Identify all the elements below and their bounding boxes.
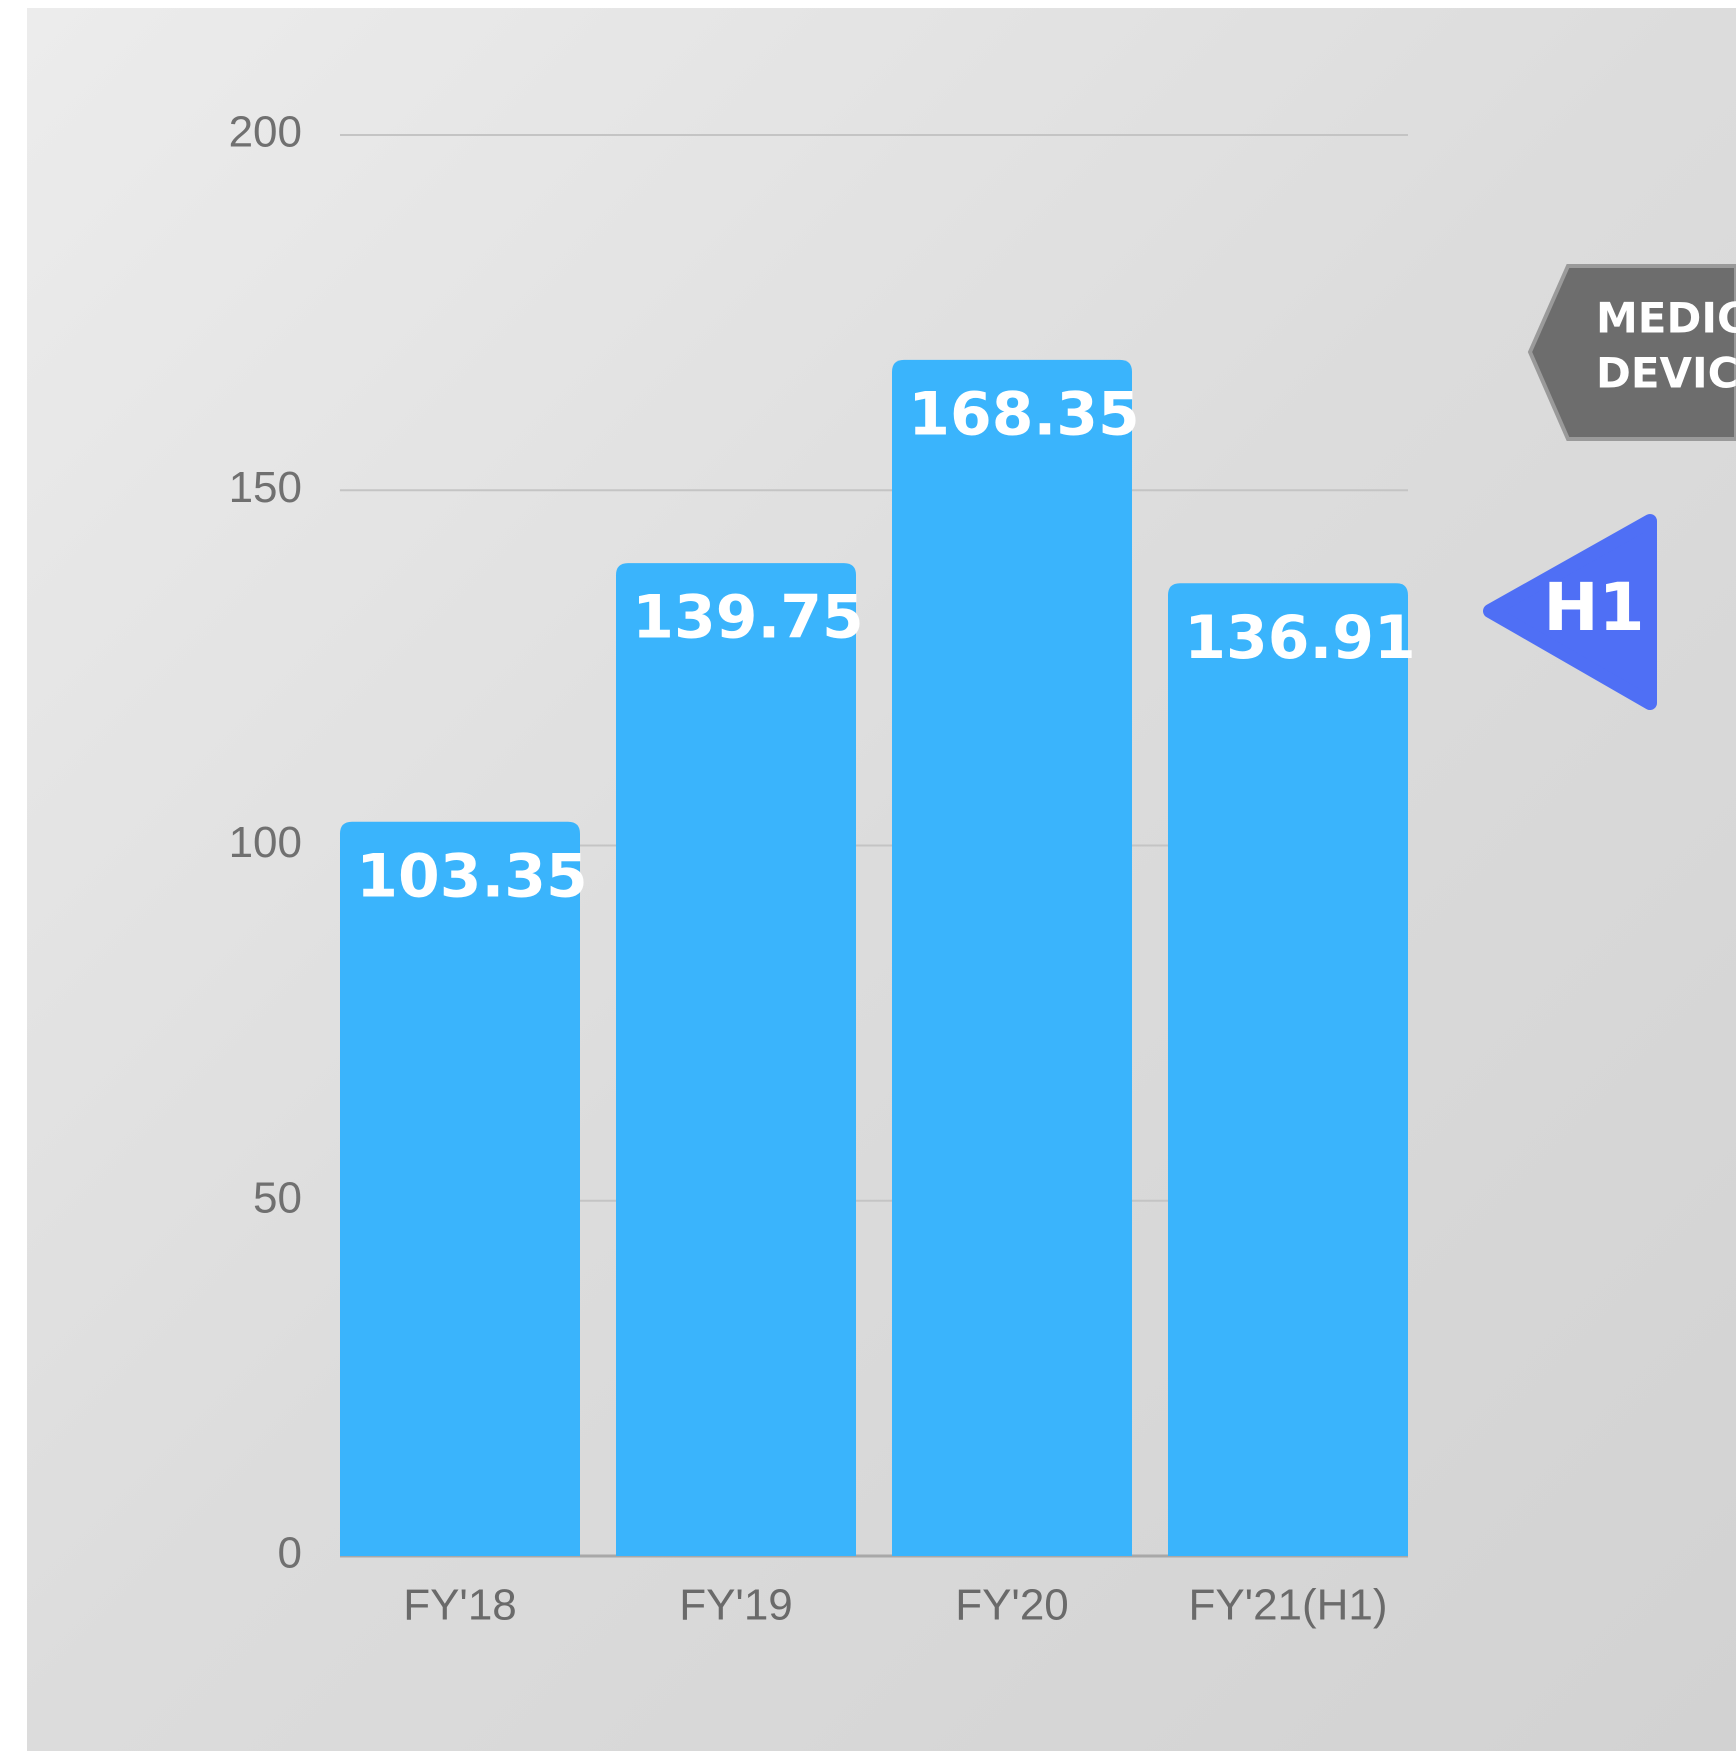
chart: MEDIC DEVIC H1 0 50 100 150 200 FY'18 103.35 FY… <box>0 0 1736 1751</box>
data-label: 168.35 <box>908 379 1140 449</box>
y-tick-label: 100 <box>229 818 302 867</box>
data-label: 103.35 <box>356 841 588 911</box>
bar <box>1168 583 1408 1556</box>
x-tick-label: FY'21(H1) <box>1188 1581 1387 1630</box>
x-tick-label: FY'20 <box>955 1581 1069 1630</box>
y-tick-label: 0 <box>278 1529 302 1578</box>
badge-text: DEVIC <box>1596 349 1736 398</box>
data-label: 139.75 <box>632 583 864 653</box>
bar <box>340 822 580 1556</box>
photo-background <box>27 8 1736 1751</box>
badge-text: MEDIC <box>1596 294 1736 343</box>
y-tick-label: 200 <box>229 108 302 157</box>
y-tick-label: 50 <box>253 1173 302 1222</box>
bar <box>892 360 1132 1556</box>
x-tick-label: FY'19 <box>679 1581 793 1630</box>
data-label: 136.91 <box>1184 603 1416 673</box>
x-tick-label: FY'18 <box>403 1581 517 1630</box>
bar <box>616 563 856 1556</box>
y-tick-label: 150 <box>229 463 302 512</box>
badge-text: H1 <box>1543 569 1644 646</box>
